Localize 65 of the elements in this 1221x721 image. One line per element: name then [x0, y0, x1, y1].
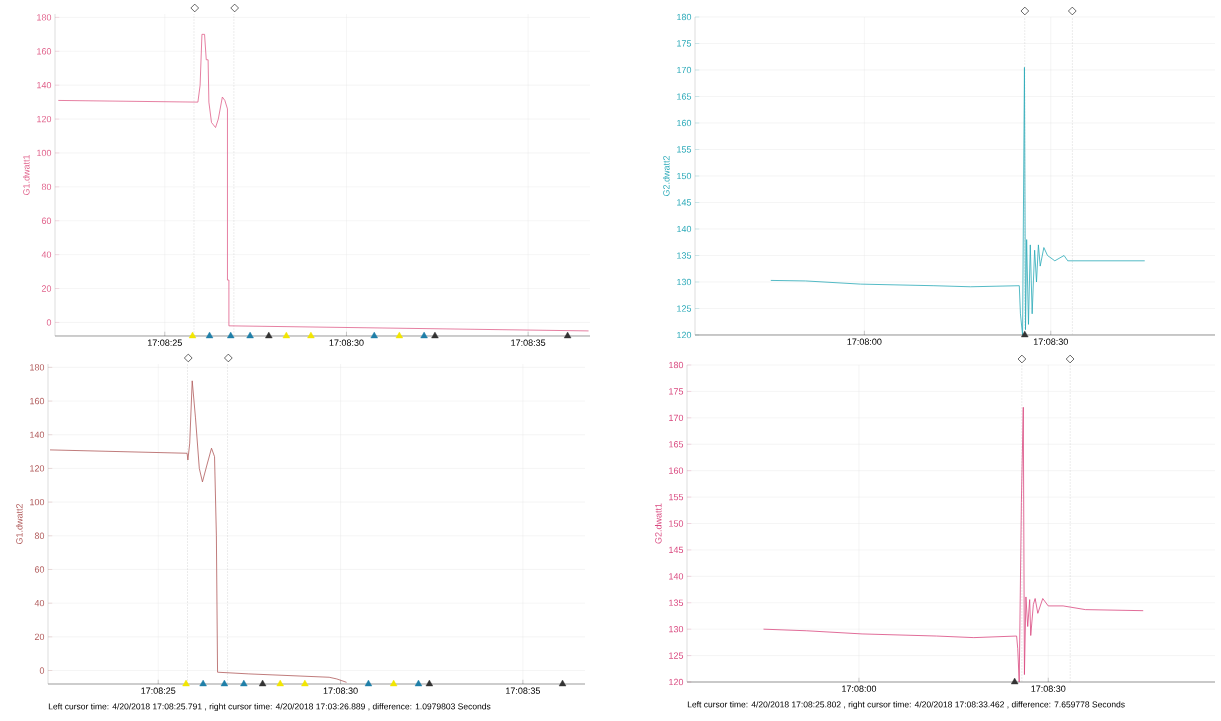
x-tick-label: 17:08:25	[147, 339, 182, 346]
x-tick-label: 17:08:35	[511, 339, 546, 346]
y-tick-label: 40	[34, 599, 45, 607]
line-series	[49, 380, 347, 683]
y-tick-label: 100	[30, 498, 45, 506]
y-tick-label: 145	[677, 199, 692, 206]
y-tick-label: 155	[677, 146, 692, 153]
y-tick-label: 140	[30, 431, 45, 438]
y-tick-label: 80	[34, 532, 45, 539]
y-tick-label: 120	[30, 465, 45, 472]
y-tick-label: 180	[669, 361, 684, 369]
x-tick-label: 17:08:30	[329, 339, 364, 346]
y-tick-label: 100	[37, 149, 52, 157]
x-tick-label: 17:08:30	[1031, 685, 1066, 692]
y-tick-label: 80	[41, 183, 52, 191]
line-series	[763, 406, 1144, 683]
y-tick-label: 120	[37, 115, 52, 123]
y-tick-label: 60	[34, 566, 45, 573]
x-tick-label: 17:08:30	[1033, 338, 1068, 345]
y-tick-label: 180	[677, 13, 692, 21]
y-tick-label: 155	[669, 493, 684, 501]
y-axis-title: G2.dwatt1	[654, 503, 662, 544]
y-tick-label: 130	[677, 278, 692, 286]
y-tick-label: 175	[677, 40, 692, 47]
y-tick-label: 20	[41, 285, 52, 292]
y-tick-label: 140	[37, 81, 52, 89]
x-tick-label: 17:08:00	[847, 338, 882, 345]
y-axis-title: G2.dwatt2	[662, 155, 670, 197]
text: Left cursor time: 4/20/2018 17:08:25.791 , right cursor time: 4/20/2018 17:03:26.889 , difference: 1.0979803 Seconds	[48, 703, 491, 712]
y-tick-label: 175	[669, 388, 684, 395]
y-tick-label: 170	[669, 414, 684, 422]
text: Left cursor time: 4/20/2018 17:08:25.802 , right cursor time: 4/20/2018 17:08:33.462 , difference: 7.659778 Seconds	[687, 701, 1125, 710]
y-tick-label: 180	[37, 14, 52, 21]
y-tick-label: 0	[39, 667, 45, 674]
y-tick-label: 150	[677, 172, 692, 180]
y-tick-label: 160	[37, 48, 52, 55]
x-tick-label: 17:08:00	[842, 685, 877, 692]
y-tick-label: 160	[669, 467, 684, 474]
y-tick-label: 150	[669, 520, 684, 527]
y-tick-label: 160	[677, 119, 692, 127]
y-tick-label: 20	[34, 633, 45, 641]
y-tick-label: 135	[677, 252, 692, 259]
y-tick-label: 180	[30, 364, 45, 371]
y-tick-label: 120	[677, 331, 692, 339]
line-series	[57, 33, 589, 332]
y-tick-label: 120	[669, 678, 684, 686]
y-tick-label: 125	[677, 305, 692, 312]
y-axis-title: G1.dwatt2	[15, 503, 23, 545]
y-tick-label: 135	[669, 599, 684, 606]
y-tick-label: 60	[41, 217, 52, 224]
x-tick-label: 17:08:30	[323, 687, 358, 694]
y-tick-label: 140	[677, 225, 692, 233]
y-tick-label: 165	[677, 93, 692, 100]
y-tick-label: 130	[669, 625, 684, 633]
y-tick-label: 145	[669, 546, 684, 554]
y-tick-label: 160	[30, 397, 45, 405]
y-axis-title: G1.dwatt1	[22, 154, 30, 196]
y-tick-label: 140	[669, 573, 684, 580]
y-tick-label: 165	[669, 441, 684, 448]
y-tick-label: 170	[677, 66, 692, 74]
x-tick-label: 17:08:35	[506, 687, 541, 694]
y-tick-label: 40	[41, 251, 52, 258]
x-tick-label: 17:08:25	[141, 687, 176, 694]
y-tick-label: 125	[669, 652, 684, 659]
y-tick-label: 0	[46, 319, 52, 326]
